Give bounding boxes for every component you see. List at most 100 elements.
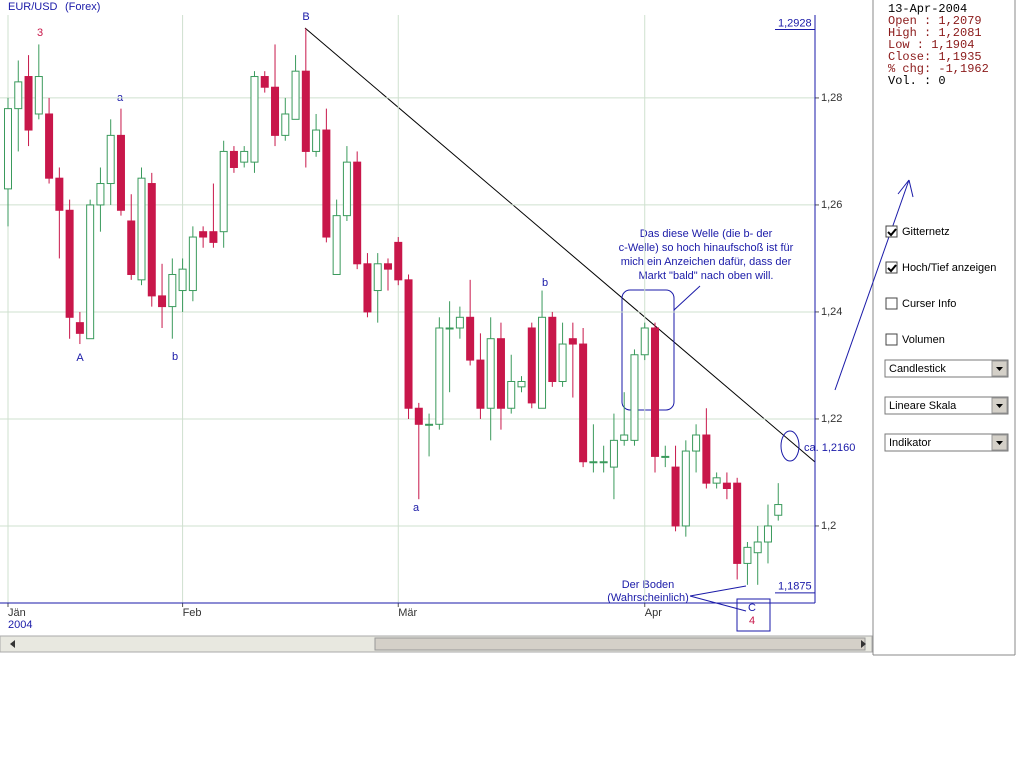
candle-body	[4, 108, 12, 190]
dropdown-label: Lineare Skala	[889, 400, 957, 412]
info-line: Open : 1,2079	[888, 14, 982, 28]
checkbox[interactable]: Volumen	[885, 333, 945, 346]
info-line: Low : 1,1904	[888, 38, 974, 52]
candle-body	[496, 338, 505, 409]
checkbox[interactable]: Curser Info	[885, 297, 956, 310]
candle-body	[702, 434, 711, 484]
x-tick-label: Apr	[645, 607, 662, 619]
scroll-arrow[interactable]	[10, 640, 15, 648]
candle-body	[671, 466, 680, 527]
comment-line: Markt "bald" nach oben will.	[639, 270, 774, 282]
checkbox-box[interactable]	[885, 225, 898, 238]
candle-body	[86, 204, 95, 340]
candle-body	[476, 359, 485, 409]
y-tick-label: 1,2	[821, 520, 836, 532]
candle-body	[219, 150, 228, 233]
candles	[4, 28, 783, 585]
candle-body	[589, 461, 598, 464]
checkbox-box[interactable]	[885, 261, 898, 274]
candle-body	[229, 150, 238, 168]
candle-body	[178, 268, 187, 292]
x-tick-label: Jän	[8, 607, 26, 619]
candle-body	[774, 504, 783, 516]
dropdown[interactable]: Lineare Skala	[884, 396, 1009, 415]
candle-body	[507, 380, 516, 409]
wave-label: 3	[37, 27, 43, 39]
x-year-label: 2004	[8, 619, 32, 631]
checkbox[interactable]: Gitternetz	[885, 225, 950, 238]
candle-body	[558, 343, 567, 382]
candle-body	[620, 434, 629, 441]
scroll-arrow[interactable]	[861, 640, 866, 648]
candle-body	[363, 263, 372, 313]
candle-body	[65, 209, 74, 318]
candle-body	[96, 183, 105, 206]
comment-line: mich ein Anzeichen dafür, dass der	[621, 256, 792, 268]
candle-body	[445, 327, 454, 330]
info-line: % chg: -1,1962	[888, 62, 989, 76]
y-tick-label: 1,26	[821, 199, 842, 211]
dropdown[interactable]: Indikator	[884, 433, 1009, 452]
scroll-thumb[interactable]	[374, 637, 866, 651]
candle-body	[681, 450, 690, 527]
checkbox-box[interactable]	[885, 333, 898, 346]
info-line: High : 1,2081	[888, 26, 982, 40]
target-label: ca. 1,2160	[804, 442, 855, 454]
dropdown-arrow	[996, 441, 1003, 445]
info-date: 13-Apr-2004	[888, 2, 967, 16]
checkbox-box[interactable]	[885, 297, 898, 310]
candle-body	[188, 236, 197, 292]
callout-line	[673, 285, 701, 311]
candle-body	[312, 129, 321, 152]
candle-body	[579, 343, 588, 463]
target-ellipse	[780, 430, 800, 462]
info-volume: Vol. : 0	[888, 74, 946, 88]
wave-label: b	[542, 277, 548, 289]
candle-body	[743, 546, 752, 564]
scrollbar[interactable]	[0, 635, 873, 653]
candle-body	[568, 338, 577, 345]
candle-body	[373, 263, 382, 292]
chart-title: EUR/USD	[8, 1, 58, 13]
chart-subtitle: (Forex)	[65, 1, 100, 13]
x-tick-label: Mär	[398, 607, 417, 619]
dropdown-box[interactable]	[884, 433, 1009, 452]
candle-body	[527, 327, 536, 404]
candle-body	[301, 70, 310, 152]
wave-label: A	[76, 352, 84, 364]
dropdown[interactable]: Candlestick	[884, 359, 1009, 378]
candle-body	[209, 231, 218, 243]
dropdown-arrow	[996, 404, 1003, 408]
candle-body	[609, 439, 618, 468]
candle-body	[414, 407, 423, 425]
x-tick-label: Feb	[183, 607, 202, 619]
candle-body	[199, 231, 208, 238]
candle-body	[168, 273, 177, 308]
highlight-box	[621, 289, 675, 411]
candle-body	[137, 177, 146, 281]
candle-body	[250, 76, 259, 163]
candle-body	[383, 263, 392, 270]
candle-body	[240, 150, 249, 163]
dropdown-box[interactable]	[884, 359, 1009, 378]
candle-body	[147, 183, 156, 297]
note-line: Der Boden	[622, 579, 675, 591]
candle-body	[538, 316, 547, 409]
candle-body	[322, 129, 331, 238]
candle-body	[353, 161, 362, 265]
candle-body	[342, 161, 351, 217]
candle-body	[34, 76, 43, 115]
candle-body	[661, 455, 670, 458]
y-tick-label: 1,22	[821, 413, 842, 425]
candle-body	[394, 241, 403, 281]
candle-body	[517, 380, 526, 388]
candle-body	[271, 86, 280, 136]
candle-body	[116, 134, 125, 211]
candle-body	[158, 295, 167, 308]
dropdown-box[interactable]	[884, 396, 1009, 415]
comment-line: c-Welle) so hoch hinaufschoß ist für	[619, 242, 794, 254]
bottom-note: Der Boden(Wahrscheinlich)	[607, 579, 689, 604]
info-line: Close: 1,1935	[888, 50, 982, 64]
checkbox[interactable]: Hoch/Tief anzeigen	[885, 261, 996, 274]
wave-label: B	[302, 11, 309, 23]
